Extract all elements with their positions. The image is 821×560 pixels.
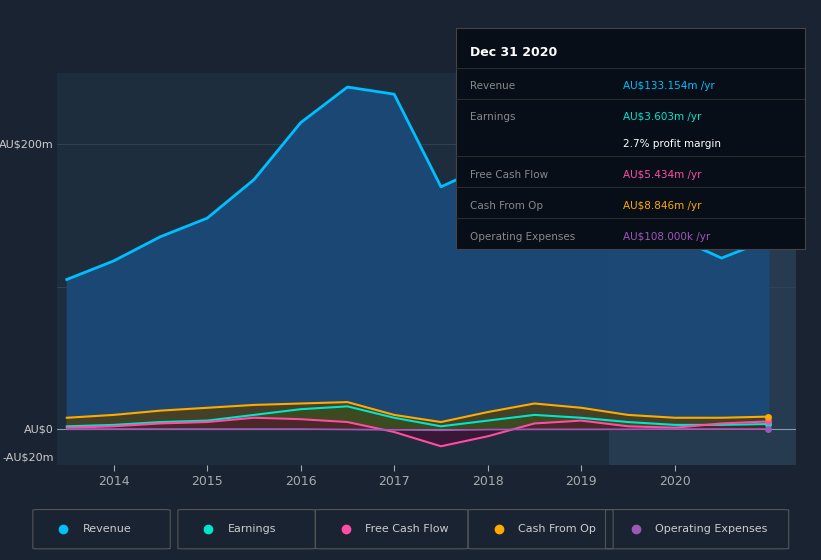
Text: Cash From Op: Cash From Op: [470, 200, 543, 211]
Text: Dec 31 2020: Dec 31 2020: [470, 46, 557, 59]
Text: Earnings: Earnings: [470, 112, 515, 122]
Text: Free Cash Flow: Free Cash Flow: [470, 170, 548, 180]
Text: Operating Expenses: Operating Expenses: [655, 524, 768, 534]
Text: AU$8.846m /yr: AU$8.846m /yr: [623, 200, 702, 211]
Text: AU$5.434m /yr: AU$5.434m /yr: [623, 170, 702, 180]
Text: Cash From Op: Cash From Op: [518, 524, 595, 534]
Text: Revenue: Revenue: [82, 524, 131, 534]
Text: AU$3.603m /yr: AU$3.603m /yr: [623, 112, 701, 122]
Text: AU$200m: AU$200m: [0, 139, 54, 149]
Text: Earnings: Earnings: [227, 524, 276, 534]
Text: AU$0: AU$0: [24, 424, 54, 434]
Bar: [609, 73, 796, 465]
Text: AU$133.154m /yr: AU$133.154m /yr: [623, 81, 715, 91]
Text: AU$108.000k /yr: AU$108.000k /yr: [623, 231, 710, 241]
Text: Revenue: Revenue: [470, 81, 515, 91]
Text: Operating Expenses: Operating Expenses: [470, 231, 575, 241]
Text: -AU$20m: -AU$20m: [2, 452, 54, 463]
Text: 2.7% profit margin: 2.7% profit margin: [623, 139, 721, 148]
Text: Free Cash Flow: Free Cash Flow: [365, 524, 448, 534]
